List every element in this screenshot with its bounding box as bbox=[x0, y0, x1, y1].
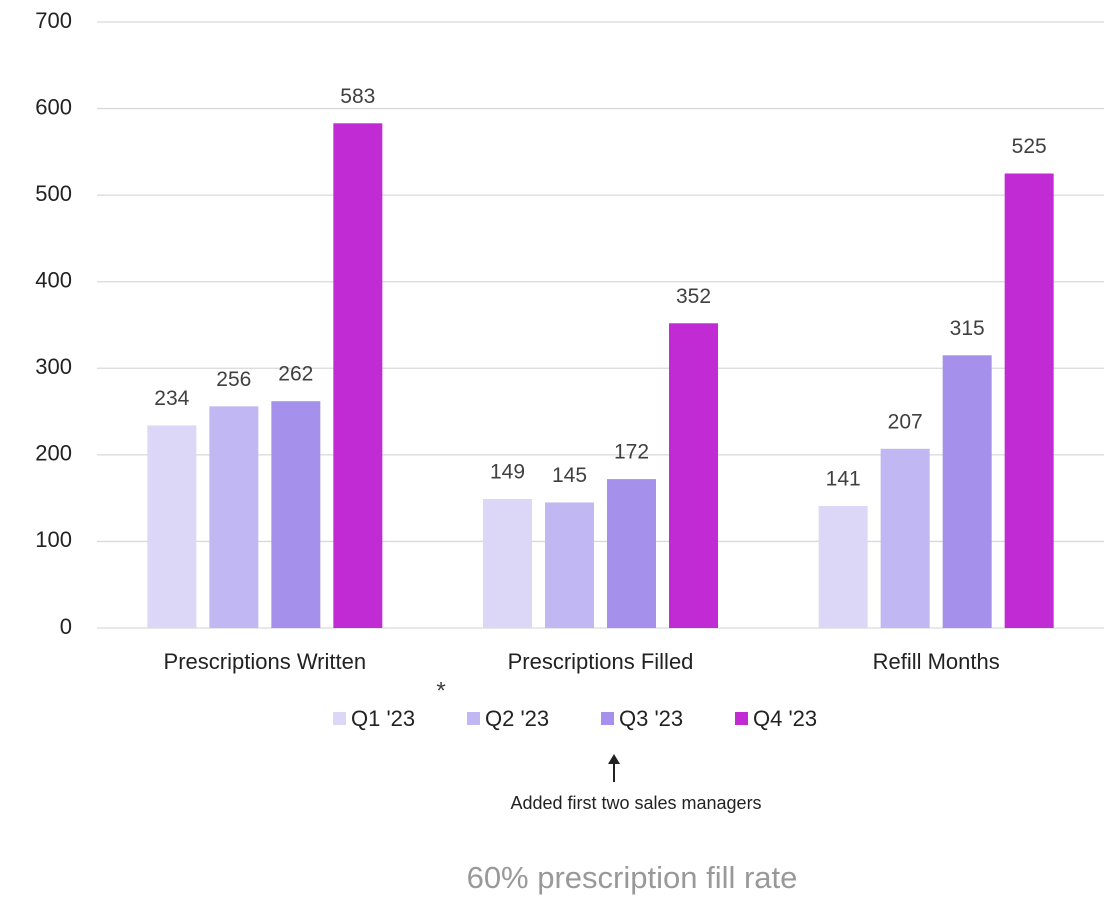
bar bbox=[942, 355, 992, 628]
legend-label: Q2 '23 bbox=[485, 706, 549, 731]
data-label: 352 bbox=[676, 285, 711, 308]
data-label: 172 bbox=[614, 441, 649, 464]
bar bbox=[607, 479, 656, 628]
legend-swatch bbox=[735, 712, 748, 725]
y-tick-label: 400 bbox=[35, 268, 72, 293]
x-tick-label: Prescriptions Written bbox=[164, 649, 367, 674]
legend-label: Q4 '23 bbox=[753, 706, 817, 731]
bar bbox=[147, 425, 197, 628]
bar bbox=[333, 123, 383, 628]
legend-swatch bbox=[333, 712, 346, 725]
x-tick-label: Refill Months bbox=[873, 649, 1000, 674]
data-label: 256 bbox=[216, 368, 251, 391]
legend-label: Q3 '23 bbox=[619, 706, 683, 731]
bar bbox=[545, 502, 594, 628]
y-tick-label: 0 bbox=[60, 614, 72, 639]
y-tick-label: 300 bbox=[35, 354, 72, 379]
data-label: 583 bbox=[340, 85, 375, 108]
bar bbox=[271, 401, 321, 628]
data-label: 149 bbox=[490, 461, 525, 484]
legend-swatch bbox=[467, 712, 480, 725]
x-tick-label: Prescriptions Filled bbox=[508, 649, 694, 674]
annotation-star: * bbox=[436, 677, 445, 704]
bar bbox=[483, 499, 532, 628]
bar bbox=[1004, 173, 1054, 628]
bar bbox=[669, 323, 718, 628]
data-label: 315 bbox=[950, 317, 985, 340]
y-tick-label: 200 bbox=[35, 441, 72, 466]
data-label: 141 bbox=[826, 467, 861, 490]
y-tick-label: 600 bbox=[35, 94, 72, 119]
y-tick-label: 100 bbox=[35, 527, 72, 552]
data-label: 234 bbox=[154, 387, 189, 410]
annotation-fill-rate: 60% prescription fill rate bbox=[467, 860, 798, 895]
data-label: 525 bbox=[1012, 135, 1047, 158]
legend-label: Q1 '23 bbox=[351, 706, 415, 731]
bar bbox=[209, 406, 259, 628]
annotation-arrowhead bbox=[608, 754, 620, 764]
bar bbox=[880, 448, 930, 628]
bar bbox=[818, 505, 868, 628]
data-label: 207 bbox=[888, 410, 923, 433]
y-tick-label: 500 bbox=[35, 181, 72, 206]
data-label: 145 bbox=[552, 464, 587, 487]
y-tick-label: 700 bbox=[35, 8, 72, 33]
data-label: 262 bbox=[278, 363, 313, 386]
annotation-note: Added first two sales managers bbox=[510, 793, 761, 813]
legend-swatch bbox=[601, 712, 614, 725]
